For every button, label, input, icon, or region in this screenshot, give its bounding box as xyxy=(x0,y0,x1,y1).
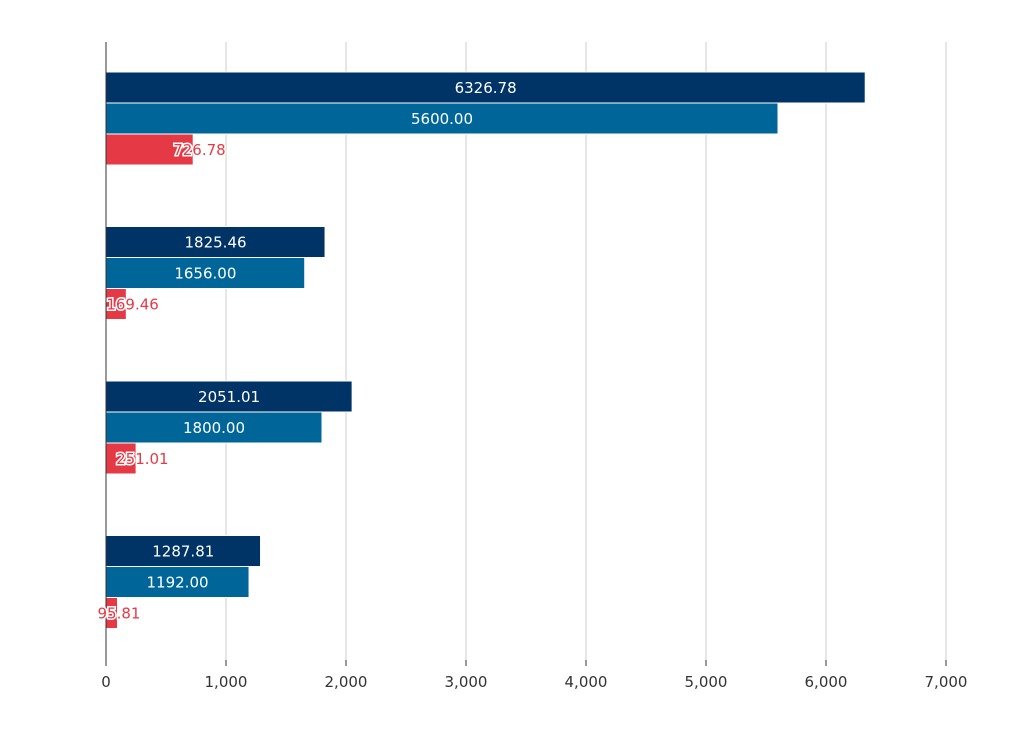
bars xyxy=(105,71,866,629)
x-tick-label: 0 xyxy=(101,673,111,691)
bar xyxy=(105,535,262,567)
bar-value-label: 251.01 xyxy=(116,450,169,468)
x-tick-label: 5,000 xyxy=(685,673,728,691)
x-tick-label: 6,000 xyxy=(805,673,848,691)
x-tick-label: 7,000 xyxy=(925,673,968,691)
bar-value-label: 1192.00 xyxy=(147,574,209,592)
bar-value-label: 1656.00 xyxy=(174,265,236,283)
bar-value-label: 1800.00 xyxy=(183,419,245,437)
bar xyxy=(105,566,250,598)
bar-value-label: 1825.46 xyxy=(185,234,247,252)
bar-value-label: 1287.81 xyxy=(152,543,214,561)
x-tick-label: 1,000 xyxy=(205,673,248,691)
x-tick-label: 4,000 xyxy=(565,673,608,691)
bar-value-label: 2051.01 xyxy=(198,388,260,406)
bar-value-label: 6326.78 xyxy=(455,79,517,97)
bar xyxy=(105,442,137,475)
bar xyxy=(105,257,306,289)
bar xyxy=(105,411,323,444)
bar xyxy=(105,133,194,166)
data-labels: 6326.78 5600.00 726.78 1825.46 1656.00 169.46… xyxy=(96,79,517,624)
bar xyxy=(105,102,779,135)
bar-value-label: 95.81 xyxy=(97,605,140,623)
x-tick-label: 2,000 xyxy=(325,673,368,691)
bar-value-label: 726.78 xyxy=(173,141,226,159)
gridlines xyxy=(225,42,947,660)
bar-value-label: 5600.00 xyxy=(411,110,473,128)
x-axis-ticks: 0 1,000 2,000 3,000 4,000 5,000 6,000 7,000 xyxy=(101,660,967,691)
bar-value-label: 169.46 xyxy=(106,296,159,314)
x-tick-label: 3,000 xyxy=(445,673,488,691)
